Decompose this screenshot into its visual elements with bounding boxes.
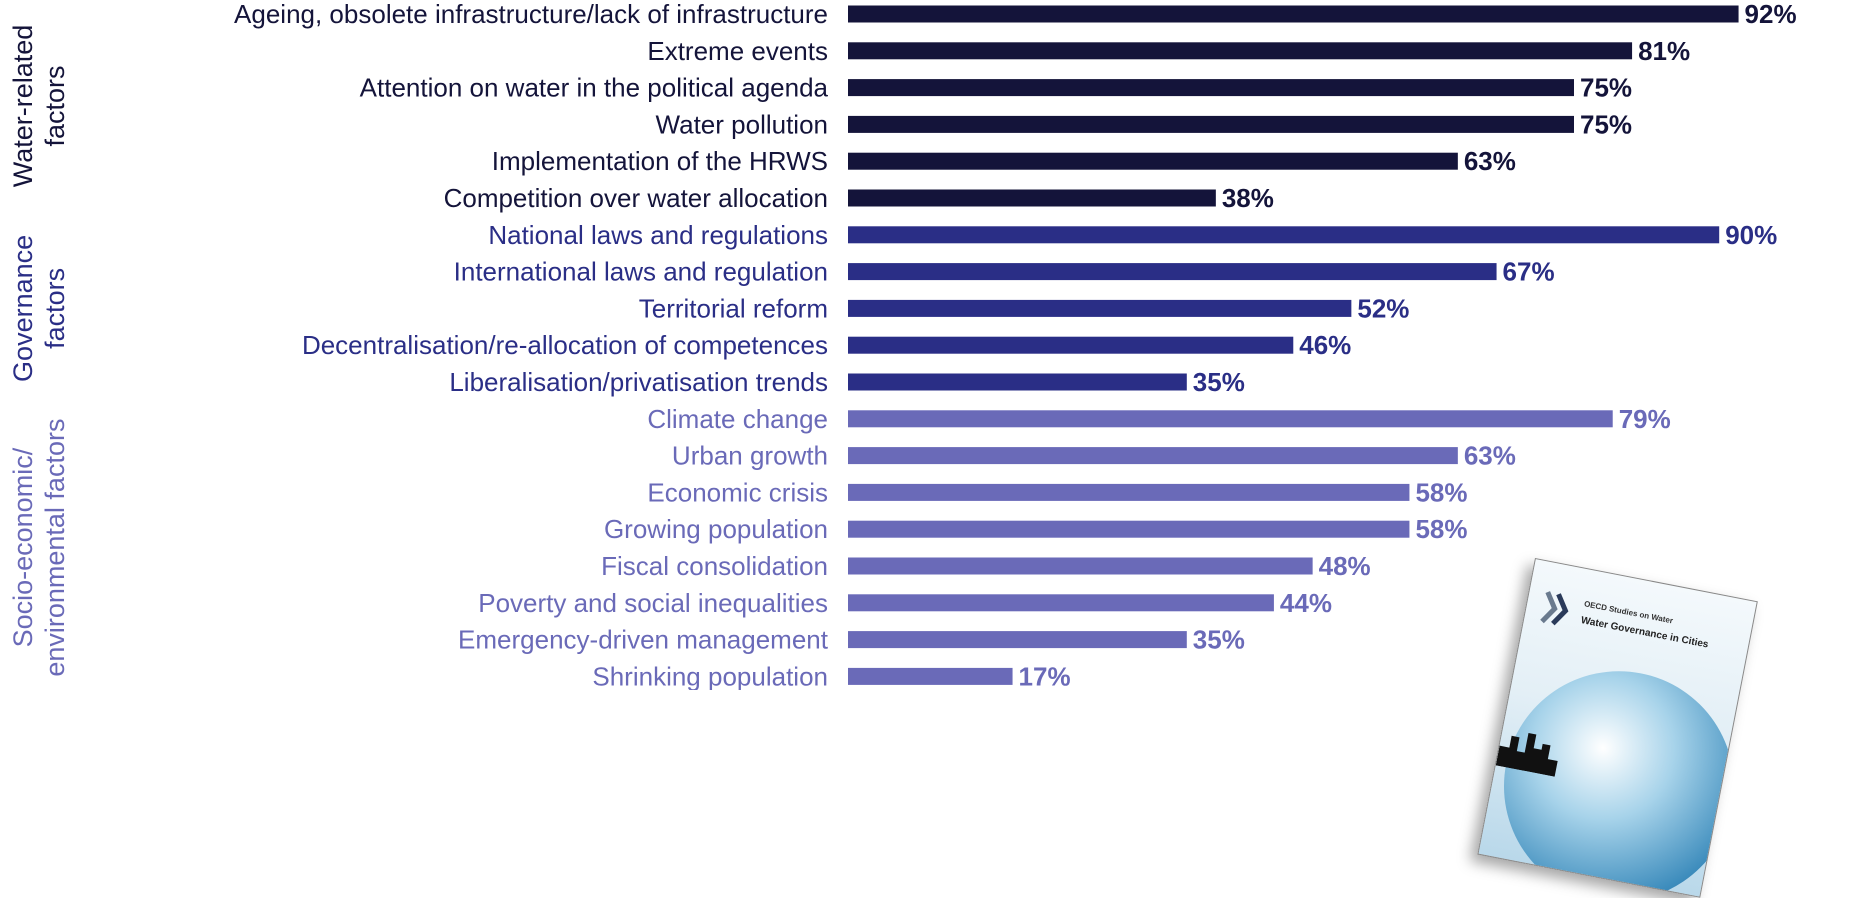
data-label: 44%: [1280, 588, 1332, 618]
bar: [848, 226, 1720, 244]
bar: [848, 631, 1187, 649]
cover-title-text: Water Governance in Cities: [1579, 615, 1710, 651]
data-label: 58%: [1415, 514, 1467, 544]
category-label: Poverty and social inequalities: [478, 588, 828, 618]
bar: [848, 667, 1013, 685]
data-label: 17%: [1019, 661, 1071, 690]
category-label: Water pollution: [656, 109, 828, 139]
bar: [848, 447, 1458, 465]
data-label: 38%: [1222, 183, 1274, 213]
data-label: 35%: [1193, 625, 1245, 655]
category-label: Climate change: [647, 404, 828, 434]
data-label: 79%: [1619, 404, 1671, 434]
category-label: Liberalisation/privatisation trends: [449, 367, 828, 397]
data-label: 92%: [1745, 0, 1797, 29]
bar: [848, 5, 1739, 23]
category-label: Ageing, obsolete infrastructure/lack of …: [234, 0, 828, 29]
category-label: Fiscal consolidation: [601, 551, 828, 581]
group-label-line: factors: [40, 268, 70, 349]
group-label: Water-relatedfactors: [8, 25, 70, 188]
data-label: 75%: [1580, 73, 1632, 103]
bar: [848, 336, 1294, 354]
horizontal-bar-chart: Ageing, obsolete infrastructure/lack of …: [8, 0, 1797, 690]
bar: [848, 115, 1574, 133]
group-label: Socio-economic/environmental factors: [8, 419, 70, 677]
bar: [848, 299, 1352, 317]
group-label-line: environmental factors: [40, 419, 70, 677]
group-label-line: factors: [40, 65, 70, 146]
bar: [848, 189, 1216, 207]
category-label: Urban growth: [672, 441, 828, 471]
category-label: Shrinking population: [592, 661, 828, 690]
category-label: Economic crisis: [647, 477, 828, 507]
data-label: 90%: [1725, 220, 1777, 250]
category-label: Emergency-driven management: [458, 625, 829, 655]
category-label: Growing population: [604, 514, 828, 544]
data-label: 58%: [1415, 477, 1467, 507]
category-label: Decentralisation/re-allocation of compet…: [302, 330, 828, 360]
bar: [848, 152, 1458, 170]
category-label: Territorial reform: [639, 293, 828, 323]
category-label: National laws and regulations: [488, 220, 828, 250]
bar: [848, 557, 1313, 575]
bar: [848, 79, 1574, 97]
category-label: Attention on water in the political agen…: [360, 73, 829, 103]
data-label: 75%: [1580, 109, 1632, 139]
data-label: 52%: [1357, 293, 1409, 323]
bar: [848, 42, 1633, 60]
data-label: 67%: [1503, 257, 1555, 287]
category-label: Implementation of the HRWS: [492, 146, 828, 176]
data-label: 35%: [1193, 367, 1245, 397]
bar: [848, 594, 1274, 612]
bar: [848, 263, 1497, 281]
bar: [848, 483, 1410, 501]
category-label: Competition over water allocation: [444, 183, 828, 213]
oecd-logo-icon: [1540, 591, 1569, 626]
data-label: 63%: [1464, 441, 1516, 471]
group-label-line: Water-related: [8, 25, 38, 188]
data-label: 63%: [1464, 146, 1516, 176]
group-label-line: Socio-economic/: [8, 447, 38, 647]
data-label: 48%: [1319, 551, 1371, 581]
group-label: Governancefactors: [8, 235, 70, 382]
bar: [848, 373, 1187, 391]
data-label: 46%: [1299, 330, 1351, 360]
category-label: International laws and regulation: [454, 257, 828, 287]
bar: [848, 410, 1613, 428]
group-label-line: Governance: [8, 235, 38, 382]
bar: [848, 520, 1410, 538]
data-label: 81%: [1638, 36, 1690, 66]
category-label: Extreme events: [647, 36, 828, 66]
